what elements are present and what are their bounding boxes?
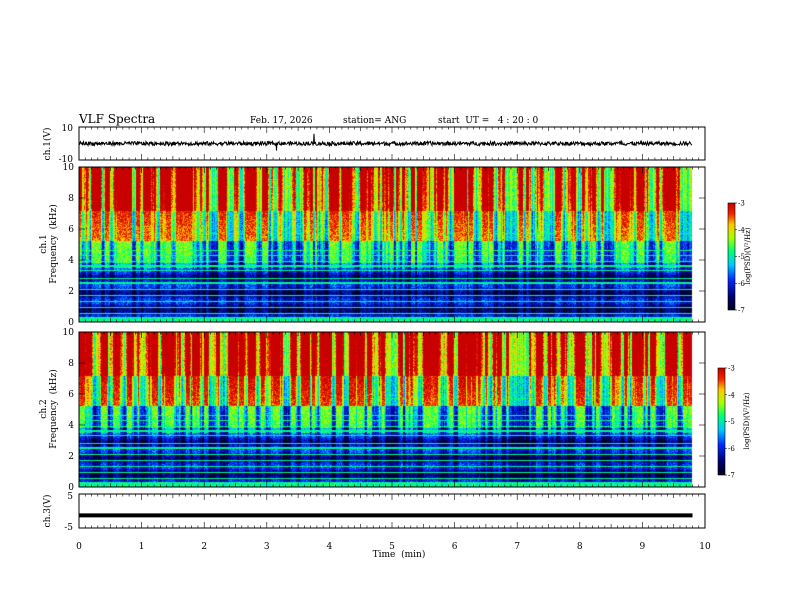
ch2-cbtick-label--5: -5 (728, 418, 735, 426)
ch3-ytick-top: 5 (67, 492, 73, 502)
ch2-spectrogram-ylabel-channel: ch.2 (39, 399, 49, 418)
xtick-label-1: 1 (139, 542, 145, 552)
time-tick-labels: 0 1 2 3 4 5 6 7 8 9 10 (76, 542, 711, 552)
ch1-spec-ytick-label-4: 4 (68, 256, 74, 266)
figure-title: VLF Spectra (78, 112, 155, 126)
xtick-label-6: 6 (452, 542, 458, 552)
ch1-cbtick-label--5: -5 (738, 253, 745, 261)
ch3-ytick-bottom: -5 (64, 523, 73, 533)
ch1-cbtick-label--4: -4 (738, 226, 745, 234)
header-date: Feb. 17, 2026 (250, 116, 313, 126)
ch2-spec-ytick-label-10: 10 (63, 328, 75, 338)
ch2-spec-ytick-label-6: 6 (68, 390, 74, 400)
ch2-colorbar-label: log(PSD)(V²/Hz) (743, 392, 751, 449)
ch2-cbtick-label--6: -6 (728, 445, 735, 453)
time-ticks (78, 127, 706, 528)
ch1-spec-ytick-label-0: 0 (68, 318, 74, 328)
ch1-spec-ytick-label-10: 10 (63, 163, 75, 173)
ch2-spectrogram-heatmap (79, 332, 705, 487)
ch1-spec-ytick-label-6: 6 (68, 225, 74, 235)
ch2-spec-ytick-label-0: 0 (68, 483, 74, 493)
ch1-waveform-line (78, 133, 693, 151)
ch1-spec-ytick-label-2: 2 (68, 287, 74, 297)
time-axis-label: Time (min) (373, 549, 426, 560)
ch1-spectrogram-ylabel-frequency: Frequency (kHz) (48, 204, 59, 283)
ch2-spectrogram-ylabel-frequency: Frequency (kHz) (48, 369, 59, 448)
ch1-colorbar-label: log(PSD)(V²/Hz) (744, 227, 752, 284)
ch2-cbtick-label--4: -4 (728, 391, 735, 399)
xtick-label-4: 4 (327, 542, 333, 552)
ch1-cbtick-label--6: -6 (738, 280, 745, 288)
ch2-spec-ytick-label-8: 8 (68, 359, 74, 369)
ch2-cbtick-label--7: -7 (728, 472, 735, 480)
ch1-spectrogram-ylabel-channel: ch.1 (39, 234, 49, 253)
ch1-ytick-top: 10 (62, 124, 74, 134)
xtick-label-0: 0 (76, 542, 82, 552)
xtick-label-7: 7 (514, 542, 520, 552)
ch2-spec-ytick-label-4: 4 (68, 421, 74, 431)
ch2-spec-ytick-label-2: 2 (68, 452, 74, 462)
ch1-spec-ytick-label-8: 8 (68, 194, 74, 204)
ch1-cbtick-label--7: -7 (738, 307, 745, 315)
xtick-label-10: 10 (699, 542, 711, 552)
xtick-label-8: 8 (577, 542, 583, 552)
ch1-waveform-ylabel: ch.1(V) (42, 128, 53, 161)
ch1-cbtick-label--3: -3 (738, 200, 745, 208)
xtick-label-5: 5 (389, 542, 395, 552)
ch1-spectrogram-heatmap (79, 167, 705, 322)
ch3-waveform-ylabel: ch.3(V) (42, 495, 53, 528)
xtick-label-2: 2 (201, 542, 207, 552)
header-start-ut: start UT = 4 : 20 : 0 (438, 116, 539, 126)
ch1-colorbar (728, 203, 735, 310)
xtick-label-9: 9 (640, 542, 646, 552)
ch2-cbtick-label--3: -3 (728, 365, 735, 373)
xtick-label-3: 3 (264, 542, 270, 552)
ch2-colorbar (718, 368, 725, 475)
ch1-ytick-bottom: -10 (59, 155, 74, 165)
header-station: station= ANG (343, 116, 406, 126)
